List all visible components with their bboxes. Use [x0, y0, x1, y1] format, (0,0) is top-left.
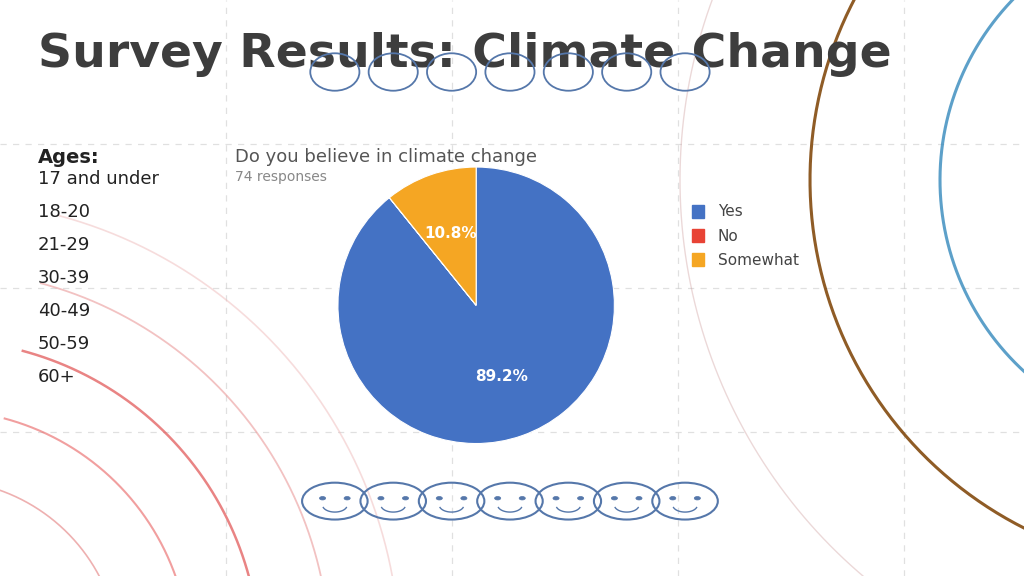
- Text: 18-20: 18-20: [38, 203, 90, 221]
- Text: 40-49: 40-49: [38, 302, 90, 320]
- Circle shape: [519, 497, 525, 500]
- Circle shape: [636, 497, 642, 500]
- Text: ⊙: ⊙: [500, 478, 520, 502]
- Circle shape: [461, 497, 467, 500]
- Text: ⊙: ⊙: [675, 478, 695, 502]
- Circle shape: [344, 497, 350, 500]
- Text: 10.8%: 10.8%: [425, 226, 477, 241]
- Circle shape: [378, 497, 384, 500]
- Text: 74 responses: 74 responses: [234, 170, 327, 184]
- Wedge shape: [389, 198, 476, 305]
- Circle shape: [495, 497, 501, 500]
- Text: ⊙: ⊙: [383, 478, 403, 502]
- Text: ⊙: ⊙: [325, 478, 345, 502]
- Text: Survey Results: Climate Change: Survey Results: Climate Change: [38, 32, 892, 77]
- Text: Ages:: Ages:: [38, 148, 99, 167]
- Circle shape: [611, 497, 617, 500]
- Text: 21-29: 21-29: [38, 236, 90, 254]
- Circle shape: [694, 497, 700, 500]
- Wedge shape: [389, 167, 476, 305]
- Circle shape: [319, 497, 326, 500]
- Circle shape: [553, 497, 559, 500]
- Circle shape: [436, 497, 442, 500]
- Text: Do you believe in climate change: Do you believe in climate change: [234, 148, 537, 166]
- Text: 50-59: 50-59: [38, 335, 90, 353]
- Text: ⊙: ⊙: [558, 478, 579, 502]
- Text: 60+: 60+: [38, 368, 76, 386]
- Circle shape: [402, 497, 409, 500]
- Text: 89.2%: 89.2%: [475, 369, 528, 384]
- Text: ⊙: ⊙: [441, 478, 462, 502]
- Wedge shape: [338, 167, 614, 444]
- Circle shape: [670, 497, 676, 500]
- Text: 30-39: 30-39: [38, 269, 90, 287]
- Text: ⊙: ⊙: [616, 478, 637, 502]
- Circle shape: [578, 497, 584, 500]
- Text: 17 and under: 17 and under: [38, 170, 159, 188]
- Legend: Yes, No, Somewhat: Yes, No, Somewhat: [684, 197, 807, 275]
